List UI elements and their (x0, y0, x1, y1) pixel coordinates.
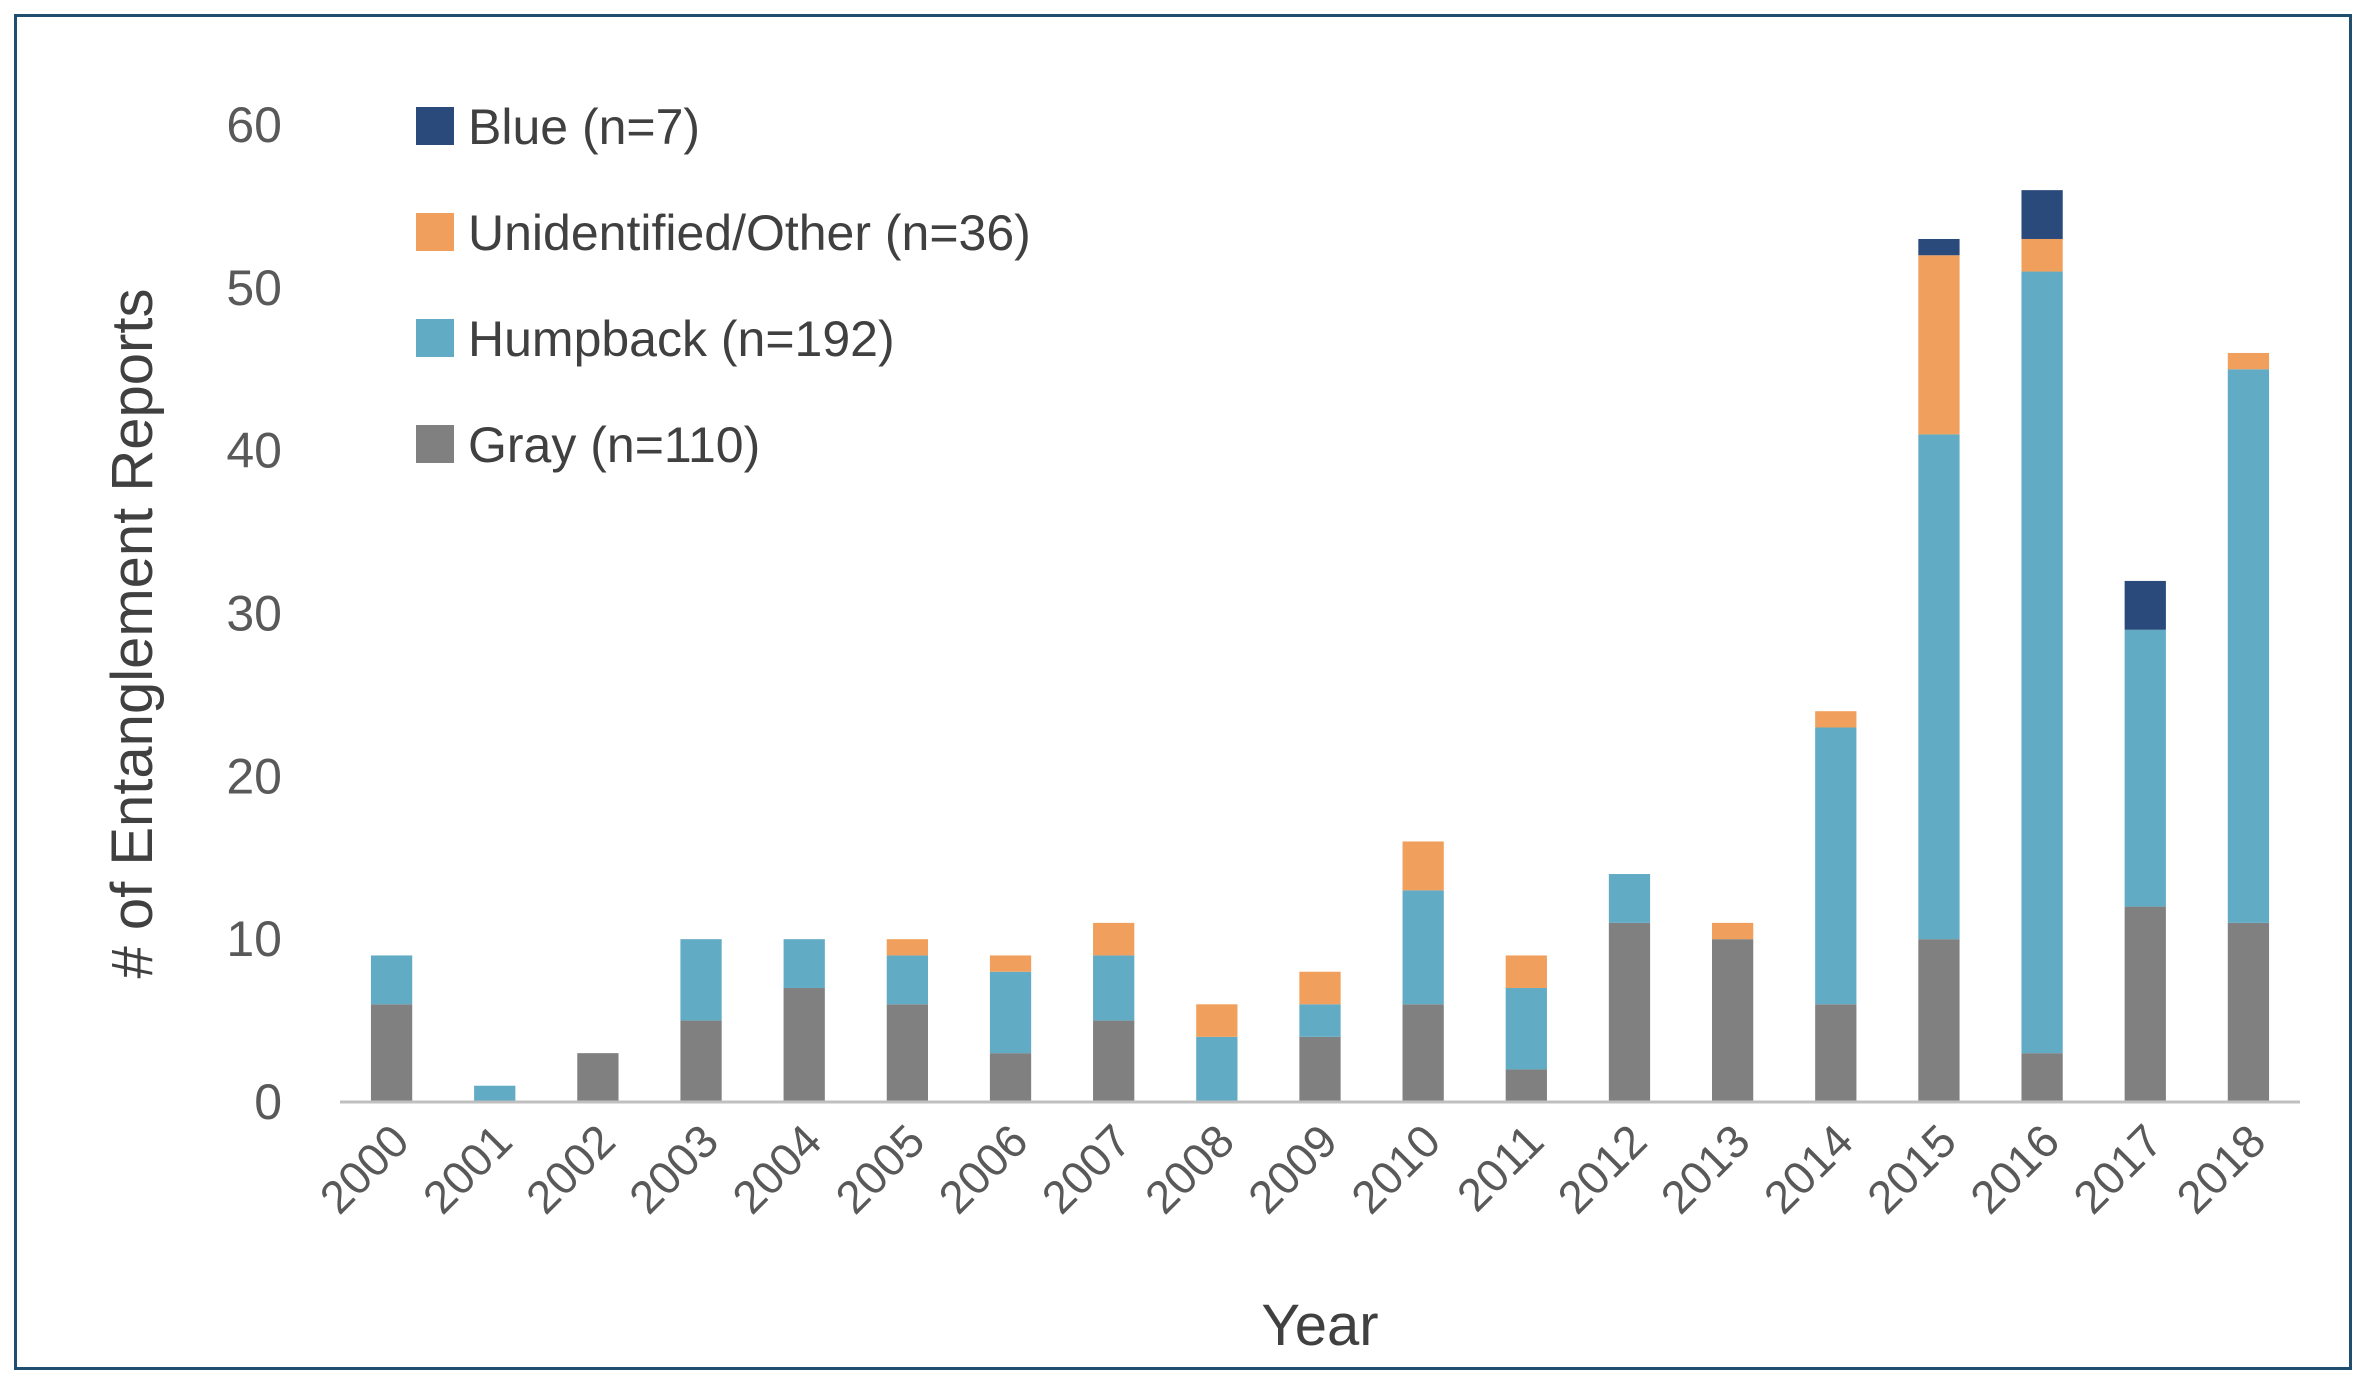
bar-2012-series-1 (1608, 874, 1651, 923)
x-tick-label: 2005 (825, 1114, 934, 1223)
y-tick-label: 60 (226, 97, 282, 153)
bars-group (370, 190, 2270, 1102)
bar-2017-series-1 (2124, 629, 2166, 907)
x-tick-label: 2011 (1447, 1114, 1554, 1221)
bar-2017-series-0 (2124, 906, 2166, 1102)
bar-2001-series-1 (474, 1085, 516, 1102)
x-tick-label: 2008 (1135, 1114, 1244, 1223)
bar-2000-series-1 (370, 955, 413, 1005)
x-tick-label: 2002 (516, 1114, 625, 1223)
y-tick-label: 30 (226, 586, 282, 642)
bar-2005-series-0 (886, 1004, 928, 1102)
bar-2003-series-0 (680, 1020, 722, 1102)
bar-2016-series-1 (2021, 271, 2063, 1054)
bar-2016-series-3 (2021, 190, 2063, 239)
x-tick-label: 2013 (1651, 1114, 1760, 1223)
legend: Blue (n=7) Unidentified/Other (n=36) Humpb… (416, 99, 1031, 473)
bar-2007-series-0 (1093, 1020, 1135, 1102)
y-tick-label: 20 (226, 748, 282, 804)
bar-2005-series-2 (886, 939, 928, 956)
legend-label: Humpback (n=192) (468, 311, 895, 367)
y-tick-label: 10 (226, 911, 282, 967)
legend-swatch (416, 319, 454, 357)
bar-2011-series-2 (1505, 955, 1547, 989)
bar-2014-series-0 (1815, 1004, 1857, 1102)
bar-2007-series-1 (1093, 955, 1135, 1021)
x-tick-label: 2001 (413, 1114, 522, 1223)
bar-2010-series-0 (1402, 1004, 1444, 1102)
bar-2018-series-2 (2227, 352, 2270, 370)
x-tick-label: 2010 (1341, 1114, 1450, 1223)
bar-2003-series-1 (680, 939, 722, 1021)
bar-2008-series-1 (1196, 1036, 1238, 1102)
bar-2011-series-1 (1505, 988, 1547, 1070)
bar-2012-series-0 (1608, 922, 1651, 1102)
x-tick-label: 2017 (2063, 1114, 2172, 1223)
legend-label: Unidentified/Other (n=36) (468, 205, 1031, 261)
x-tick-label: 2014 (1754, 1114, 1863, 1223)
bar-2009-series-0 (1299, 1036, 1341, 1102)
legend-swatch (416, 107, 454, 145)
y-tick-label: 0 (254, 1074, 282, 1130)
legend-swatch (416, 213, 454, 251)
bar-2010-series-1 (1402, 890, 1444, 1005)
bar-2015-series-1 (1918, 434, 1960, 940)
legend-label: Gray (n=110) (468, 417, 760, 473)
bar-2005-series-1 (886, 955, 928, 1005)
x-tick-label: 2000 (310, 1114, 419, 1223)
y-tick-labels: 0 10 20 30 40 50 60 (226, 97, 282, 1130)
bar-2007-series-2 (1093, 922, 1135, 956)
bar-2000-series-0 (370, 1004, 413, 1102)
x-tick-label: 2009 (1238, 1114, 1347, 1223)
bar-2011-series-0 (1505, 1069, 1547, 1102)
bar-2017-series-3 (2124, 580, 2166, 630)
chart-frame (14, 14, 2352, 1370)
x-axis-title: Year (1261, 1293, 1378, 1358)
bar-2014-series-1 (1815, 727, 1857, 1005)
x-tick-label: 2007 (1032, 1114, 1141, 1223)
legend-label: Blue (n=7) (468, 99, 700, 155)
bar-2015-series-0 (1918, 939, 1960, 1102)
bar-2015-series-2 (1918, 255, 1960, 435)
bar-2006-series-0 (989, 1053, 1032, 1102)
bar-2006-series-2 (989, 955, 1032, 972)
bar-2013-series-0 (1712, 939, 1754, 1102)
bar-2018-series-0 (2227, 922, 2270, 1102)
x-tick-label: 2018 (2166, 1114, 2275, 1223)
x-tick-label: 2015 (1857, 1114, 1966, 1223)
y-tick-label: 50 (226, 260, 282, 316)
bar-2015-series-3 (1918, 238, 1960, 256)
y-axis-title: # of Entanglement Reports (100, 289, 165, 979)
x-tick-label: 2003 (619, 1114, 728, 1223)
x-tick-labels: 2000200120022003200420052006200720082009… (310, 1114, 2276, 1223)
x-tick-label: 2016 (1960, 1114, 2069, 1223)
bar-2008-series-2 (1196, 1004, 1238, 1037)
bar-2002-series-0 (577, 1053, 619, 1102)
bar-2009-series-2 (1299, 971, 1341, 1005)
bar-2018-series-1 (2227, 369, 2270, 923)
bar-2010-series-2 (1402, 841, 1444, 891)
bar-2016-series-2 (2021, 238, 2063, 272)
bar-2006-series-1 (989, 971, 1032, 1054)
legend-swatch (416, 425, 454, 463)
bar-2009-series-1 (1299, 1004, 1341, 1037)
x-tick-label: 2012 (1547, 1114, 1656, 1223)
x-tick-label: 2004 (722, 1114, 831, 1223)
y-tick-label: 40 (226, 423, 282, 479)
bar-2016-series-0 (2021, 1053, 2063, 1102)
x-tick-label: 2006 (928, 1114, 1037, 1223)
bar-2013-series-2 (1712, 922, 1754, 940)
bar-2004-series-1 (783, 939, 825, 989)
bar-2004-series-0 (783, 988, 825, 1102)
bar-2014-series-2 (1815, 711, 1857, 728)
